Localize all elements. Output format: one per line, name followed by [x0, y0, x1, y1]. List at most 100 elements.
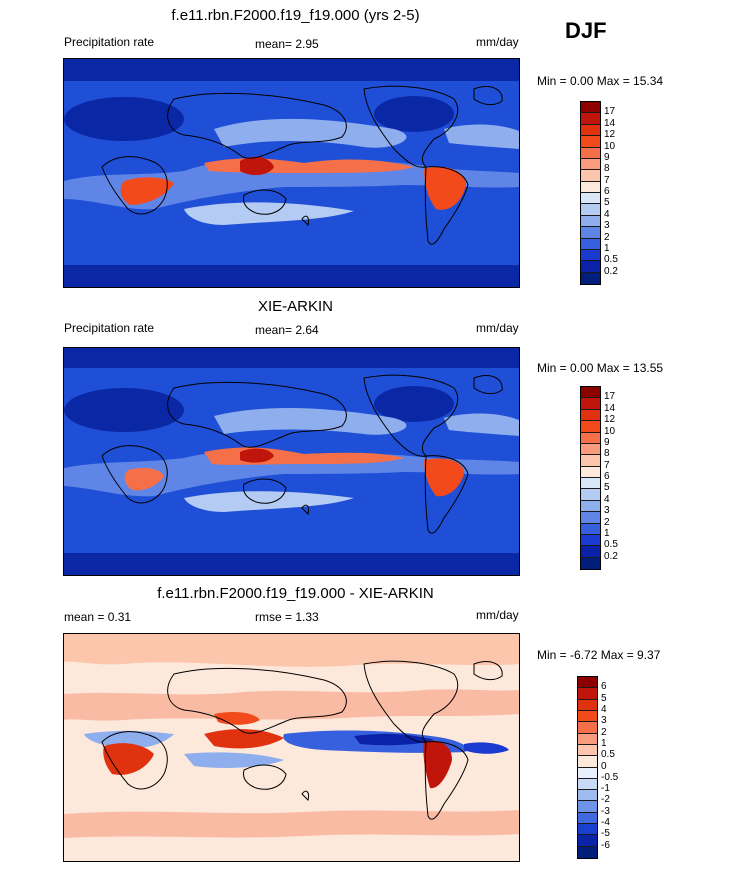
color-bar-cell — [581, 193, 600, 205]
color-bar-tick-label: 3 — [604, 220, 610, 232]
variable-label: Precipitation rate — [64, 35, 155, 49]
difference-map — [63, 633, 520, 862]
color-bar-tick-label: 14 — [604, 117, 616, 129]
color-bar-cell — [578, 677, 597, 689]
color-bar-tick-label: -1 — [601, 783, 610, 795]
color-bar-cell — [578, 688, 597, 700]
color-bar-cell — [581, 124, 600, 137]
color-bar-tick-label: -3 — [601, 805, 610, 817]
color-bar-cell — [578, 790, 597, 802]
color-bar-tick-label: 2 — [604, 231, 610, 243]
color-bar-cell — [578, 801, 597, 813]
color-bar-tick-label: 12 — [604, 129, 616, 141]
color-bar-tick-label: 14 — [604, 402, 616, 414]
color-bar-cell — [581, 227, 600, 239]
color-bar-cell — [581, 500, 600, 513]
color-bar-tick-label: 10 — [604, 425, 616, 437]
precipitation-map — [63, 58, 520, 288]
panel-title: XIE-ARKIN — [257, 298, 333, 315]
color-bar-cell — [581, 546, 600, 558]
color-bar-cell — [578, 835, 597, 847]
color-bar-cell — [578, 778, 597, 791]
color-bar-cell — [581, 398, 600, 410]
color-bar-cell — [578, 722, 597, 734]
color-bar-tick-label: 4 — [604, 493, 610, 505]
color-bar-tick-label: 3 — [604, 505, 610, 517]
color-bar-cell — [581, 455, 600, 467]
color-bar-tick-label: 6 — [604, 471, 610, 482]
min-max-label: Min = -6.72 Max = 9.37 — [537, 648, 661, 662]
color-bar-cell — [581, 432, 600, 444]
color-bar — [580, 101, 601, 285]
min-max-label: Min = 0.00 Max = 15.34 — [537, 74, 664, 88]
color-bar-tick-label: 17 — [604, 106, 616, 118]
color-bar-cell — [581, 557, 600, 569]
color-bar-cell — [581, 523, 600, 535]
color-bar-tick-label: 5 — [601, 692, 607, 704]
color-bar-cell — [581, 421, 600, 433]
mean-label: mean= 2.64 — [255, 323, 319, 337]
panel-title: f.e11.rbn.F2000.f19_f19.000 - XIE-ARKIN — [157, 585, 434, 602]
color-bar-tick-label: 8 — [604, 163, 610, 175]
color-bar-tick-label: 0.5 — [601, 749, 615, 761]
rmse-label: rmse = 1.33 — [255, 610, 319, 624]
color-bar-cell — [581, 387, 600, 399]
color-bar-tick-label: 0.5 — [604, 539, 618, 551]
color-bar-tick-label: -0.5 — [601, 771, 619, 783]
color-bar-cell — [581, 443, 600, 456]
color-bar-cell — [581, 238, 600, 250]
color-bar-tick-label: 2 — [604, 516, 610, 528]
color-bar-tick-label: 2 — [601, 726, 607, 738]
color-bar-cell — [578, 744, 597, 757]
color-bar-tick-label: -2 — [601, 794, 610, 806]
color-bar-tick-label: 9 — [604, 436, 610, 448]
color-bar-tick-label: -4 — [601, 817, 610, 829]
color-bar-cell — [581, 466, 600, 478]
color-bar-tick-label: 0.2 — [604, 265, 618, 277]
color-bar-tick-label: 7 — [604, 459, 610, 471]
color-bar-cell — [581, 215, 600, 228]
season-label: DJF — [565, 18, 607, 43]
color-bar-tick-label: 0 — [601, 760, 607, 772]
color-bar-cell — [581, 249, 600, 262]
min-max-label: Min = 0.00 Max = 13.55 — [537, 361, 664, 375]
color-bar-cell — [581, 113, 600, 125]
color-bar-cell — [581, 478, 600, 490]
color-bar-tick-label: 6 — [601, 681, 607, 693]
color-bar-cell — [581, 512, 600, 524]
precipitation-map — [63, 347, 520, 576]
color-bar-cell — [578, 767, 597, 779]
color-bar-cell — [578, 699, 597, 711]
mean-label: mean = 0.31 — [64, 610, 132, 624]
color-bar-tick-label: 7 — [604, 174, 610, 186]
color-bar-tick-label: 4 — [601, 703, 607, 715]
color-bar-cell — [578, 812, 597, 825]
color-bar-cell — [578, 824, 597, 836]
color-bar — [577, 676, 598, 859]
variable-label: Precipitation rate — [64, 321, 155, 335]
color-bar-tick-label: 1 — [604, 527, 610, 539]
color-bar-cell — [578, 846, 597, 858]
color-bar — [580, 386, 601, 570]
panel-title: f.e11.rbn.F2000.f19_f19.000 (yrs 2-5) — [171, 7, 420, 24]
color-bar-tick-label: 1 — [604, 242, 610, 254]
units-label: mm/day — [476, 35, 519, 49]
color-bar-cell — [581, 261, 600, 273]
color-bar-cell — [578, 756, 597, 768]
color-bar-tick-label: 6 — [604, 186, 610, 197]
color-bar-cell — [578, 733, 597, 745]
color-bar-tick-label: 5 — [604, 482, 610, 494]
color-bar-cell — [581, 136, 600, 148]
color-bar-tick-label: 3 — [601, 715, 607, 727]
color-bar-cell — [581, 204, 600, 216]
color-bar-cell — [581, 147, 600, 159]
color-bar-tick-label: -6 — [601, 839, 610, 851]
color-bar-tick-label: 1 — [601, 737, 607, 749]
color-bar-cell — [581, 102, 600, 114]
mean-label: mean= 2.95 — [255, 37, 319, 51]
color-bar-cell — [581, 409, 600, 422]
color-bar-tick-label: 8 — [604, 448, 610, 460]
color-bar-tick-label: 10 — [604, 140, 616, 152]
color-bar-tick-label: 17 — [604, 391, 616, 403]
color-bar-tick-label: 4 — [604, 208, 610, 220]
